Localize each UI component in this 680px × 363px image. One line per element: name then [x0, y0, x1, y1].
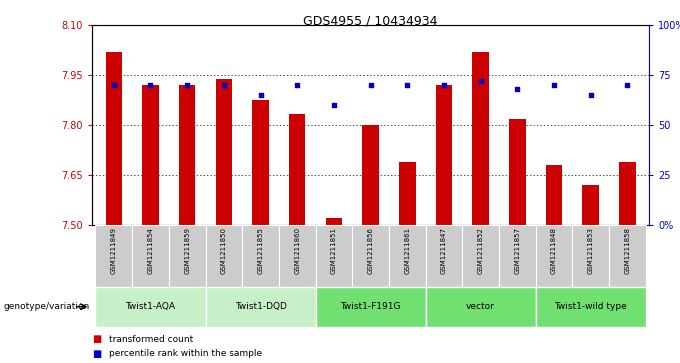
Bar: [546, 165, 562, 225]
Bar: [362, 125, 379, 225]
Point: [365, 82, 376, 88]
Point: [218, 82, 229, 88]
Bar: [473, 52, 489, 225]
Text: vector: vector: [466, 302, 495, 311]
Bar: [609, 225, 646, 287]
Bar: [499, 225, 536, 287]
Text: ■: ■: [92, 349, 101, 359]
Text: GDS4955 / 10434934: GDS4955 / 10434934: [303, 15, 438, 28]
Point: [439, 82, 449, 88]
Text: GSM1211848: GSM1211848: [551, 227, 557, 274]
Text: GSM1211850: GSM1211850: [221, 227, 227, 274]
Point: [255, 92, 266, 98]
Bar: [95, 225, 132, 287]
Text: Twist1-AQA: Twist1-AQA: [126, 302, 175, 311]
Bar: [179, 85, 195, 225]
Bar: [132, 225, 169, 287]
Text: genotype/variation: genotype/variation: [3, 302, 90, 311]
Bar: [205, 225, 242, 287]
Bar: [169, 225, 205, 287]
Bar: [573, 225, 609, 287]
Point: [145, 82, 156, 88]
Text: GSM1211858: GSM1211858: [624, 227, 630, 274]
Point: [402, 82, 413, 88]
Text: GSM1211861: GSM1211861: [405, 227, 410, 274]
Bar: [399, 162, 415, 225]
Bar: [536, 287, 646, 327]
Point: [549, 82, 560, 88]
Bar: [279, 225, 316, 287]
Bar: [326, 219, 342, 225]
Text: transformed count: transformed count: [109, 335, 193, 344]
Bar: [583, 185, 599, 225]
Bar: [316, 287, 426, 327]
Bar: [105, 52, 122, 225]
Point: [328, 102, 339, 108]
Bar: [619, 162, 636, 225]
Bar: [426, 225, 462, 287]
Text: GSM1211847: GSM1211847: [441, 227, 447, 274]
Bar: [289, 114, 305, 225]
Bar: [142, 85, 158, 225]
Point: [622, 82, 633, 88]
Text: Twist1-wild type: Twist1-wild type: [554, 302, 627, 311]
Bar: [205, 287, 316, 327]
Text: GSM1211849: GSM1211849: [111, 227, 117, 274]
Text: GSM1211852: GSM1211852: [477, 227, 483, 274]
Text: GSM1211856: GSM1211856: [368, 227, 373, 274]
Text: GSM1211857: GSM1211857: [514, 227, 520, 274]
Bar: [426, 287, 536, 327]
Text: GSM1211855: GSM1211855: [258, 227, 264, 274]
Bar: [242, 225, 279, 287]
Point: [182, 82, 192, 88]
Text: GSM1211854: GSM1211854: [148, 227, 154, 274]
Point: [512, 86, 523, 92]
Bar: [252, 100, 269, 225]
Bar: [509, 119, 526, 225]
Bar: [436, 85, 452, 225]
Bar: [389, 225, 426, 287]
Text: Twist1-F191G: Twist1-F191G: [341, 302, 401, 311]
Bar: [216, 79, 232, 225]
Text: GSM1211859: GSM1211859: [184, 227, 190, 274]
Bar: [352, 225, 389, 287]
Text: GSM1211851: GSM1211851: [331, 227, 337, 274]
Bar: [462, 225, 499, 287]
Bar: [536, 225, 573, 287]
Point: [292, 82, 303, 88]
Point: [108, 82, 119, 88]
Bar: [316, 225, 352, 287]
Point: [475, 78, 486, 84]
Text: percentile rank within the sample: percentile rank within the sample: [109, 350, 262, 358]
Text: Twist1-DQD: Twist1-DQD: [235, 302, 286, 311]
Text: ■: ■: [92, 334, 101, 344]
Bar: [95, 287, 205, 327]
Text: GSM1211853: GSM1211853: [588, 227, 594, 274]
Point: [585, 92, 596, 98]
Text: GSM1211860: GSM1211860: [294, 227, 301, 274]
